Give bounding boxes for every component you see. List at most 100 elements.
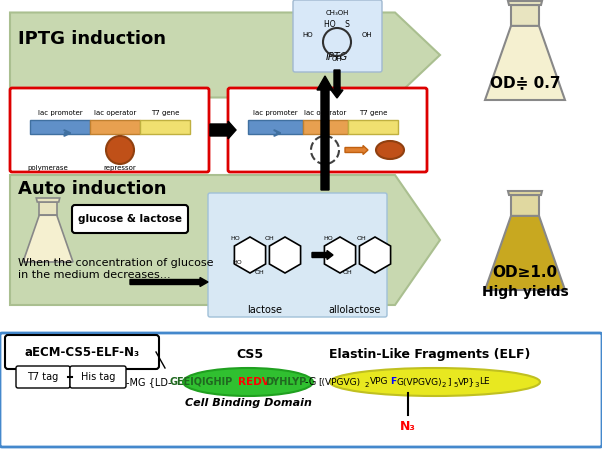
Text: OH: OH (265, 235, 275, 241)
Polygon shape (270, 237, 300, 273)
Polygon shape (508, 1, 542, 5)
Polygon shape (23, 215, 73, 262)
Bar (303, 120, 348, 134)
Text: HO: HO (302, 32, 312, 38)
Circle shape (259, 135, 275, 151)
Polygon shape (324, 237, 356, 273)
Text: lac promoter: lac promoter (253, 110, 297, 116)
Text: -G: -G (305, 377, 320, 387)
Text: HO: HO (230, 235, 240, 241)
Text: OH: OH (332, 56, 343, 62)
Text: lac promoter: lac promoter (38, 110, 82, 116)
FancyBboxPatch shape (228, 88, 427, 172)
Text: 5: 5 (453, 382, 458, 388)
FancyBboxPatch shape (16, 366, 70, 388)
Text: IPTG: IPTG (326, 52, 348, 62)
Bar (30, 120, 90, 134)
Bar (348, 120, 398, 134)
Text: When the concentration of glucose: When the concentration of glucose (18, 258, 214, 268)
Polygon shape (359, 237, 391, 273)
Polygon shape (234, 237, 265, 273)
FancyArrow shape (10, 13, 440, 97)
Text: DYHLYP: DYHLYP (265, 377, 306, 387)
FancyArrow shape (317, 76, 333, 190)
Text: T7 tag: T7 tag (27, 372, 58, 382)
Text: Auto induction: Auto induction (18, 180, 167, 198)
Text: VP}: VP} (458, 378, 475, 387)
Bar (90, 120, 140, 134)
FancyBboxPatch shape (72, 205, 188, 233)
Text: His tag: His tag (81, 372, 115, 382)
FancyBboxPatch shape (293, 0, 382, 72)
Text: lac operator: lac operator (304, 110, 346, 116)
Text: allolactose: allolactose (329, 305, 381, 315)
Text: N₃: N₃ (400, 420, 416, 433)
FancyBboxPatch shape (70, 366, 126, 388)
Circle shape (106, 136, 134, 164)
FancyArrow shape (345, 145, 368, 154)
Text: [(VPGVG): [(VPGVG) (318, 378, 360, 387)
FancyArrow shape (312, 251, 333, 260)
Text: OH: OH (362, 32, 373, 38)
Text: -MG {LD-: -MG {LD- (126, 377, 172, 387)
Text: CH₃OH: CH₃OH (325, 10, 349, 16)
Bar (248, 120, 303, 134)
Text: aECM-CS5-ELF-N₃: aECM-CS5-ELF-N₃ (25, 345, 140, 358)
Polygon shape (36, 198, 60, 202)
Circle shape (259, 149, 275, 165)
Text: OD≑ 0.7: OD≑ 0.7 (490, 75, 560, 90)
Text: repressor: repressor (104, 165, 137, 171)
Circle shape (40, 152, 56, 167)
Polygon shape (511, 195, 539, 216)
Circle shape (246, 149, 261, 165)
FancyArrow shape (10, 175, 440, 305)
Circle shape (41, 143, 55, 157)
FancyArrow shape (130, 277, 208, 286)
Text: HO: HO (232, 260, 242, 265)
Text: lactose: lactose (247, 305, 282, 315)
Circle shape (47, 149, 63, 165)
Ellipse shape (330, 368, 540, 396)
Text: 2: 2 (365, 382, 370, 388)
Polygon shape (485, 26, 565, 100)
Circle shape (31, 142, 46, 158)
Circle shape (33, 149, 49, 165)
Text: OH: OH (343, 269, 353, 274)
Text: polymerase: polymerase (28, 165, 69, 171)
Text: IPTG induction: IPTG induction (18, 30, 166, 48)
Text: HO: HO (323, 235, 333, 241)
Circle shape (243, 142, 258, 158)
Text: Cell Binding Domain: Cell Binding Domain (185, 398, 311, 408)
FancyBboxPatch shape (0, 333, 602, 447)
Circle shape (262, 142, 278, 158)
Circle shape (40, 132, 56, 148)
Text: 2: 2 (442, 382, 446, 388)
Circle shape (47, 135, 63, 151)
Text: F: F (390, 378, 396, 387)
Polygon shape (485, 216, 565, 290)
FancyBboxPatch shape (208, 193, 387, 317)
Circle shape (252, 132, 268, 148)
Text: 3: 3 (474, 382, 479, 388)
Ellipse shape (183, 368, 313, 396)
Ellipse shape (376, 141, 404, 159)
Text: in the medium decreases...: in the medium decreases... (18, 270, 170, 280)
FancyBboxPatch shape (10, 88, 209, 172)
Bar (140, 120, 190, 134)
Text: High yields: High yields (482, 285, 568, 299)
Circle shape (50, 142, 66, 158)
Text: T7 gene: T7 gene (151, 110, 179, 116)
FancyBboxPatch shape (5, 335, 159, 369)
Text: HO    S: HO S (324, 20, 350, 29)
Circle shape (33, 135, 49, 151)
Text: LE: LE (479, 378, 489, 387)
Polygon shape (511, 5, 539, 26)
Text: G(VPGVG): G(VPGVG) (397, 378, 442, 387)
Text: OH: OH (255, 269, 265, 274)
Circle shape (253, 143, 267, 157)
Polygon shape (39, 202, 57, 215)
Text: glucose & lactose: glucose & lactose (78, 214, 182, 224)
Text: Elastin-Like Fragments (ELF): Elastin-Like Fragments (ELF) (329, 348, 531, 361)
FancyArrow shape (210, 121, 236, 139)
Text: lac operator: lac operator (94, 110, 136, 116)
